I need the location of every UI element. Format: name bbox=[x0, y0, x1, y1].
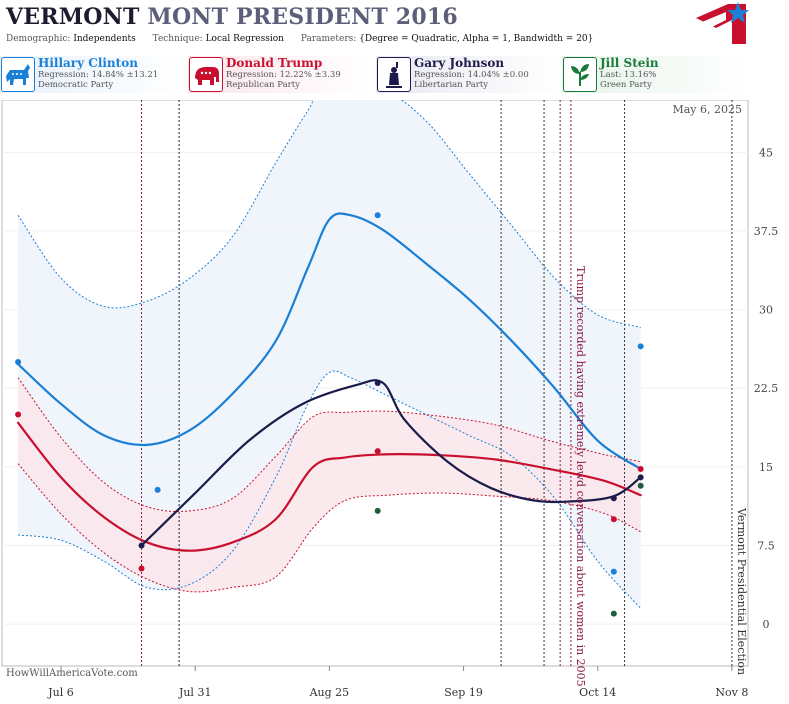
param-key: Demographic: bbox=[6, 34, 71, 44]
event-annotation: Trump recorded having extremely lewd con… bbox=[574, 266, 587, 687]
elephant-icon bbox=[189, 57, 223, 92]
candidate-party: Republican Party bbox=[226, 80, 300, 90]
site-watermark: HowWillAmericaVote.com bbox=[6, 668, 138, 679]
poll-point bbox=[610, 516, 617, 523]
poll-point bbox=[138, 565, 145, 572]
candidate-card-trump: Donald Trump Regression: 12.22% ±3.39 Re… bbox=[188, 56, 374, 93]
poll-point bbox=[610, 495, 617, 502]
poll-point bbox=[637, 343, 644, 350]
poll-point bbox=[610, 610, 617, 617]
candidate-name: Donald Trump bbox=[226, 56, 323, 70]
poll-point bbox=[637, 482, 644, 489]
y-tick-label: 37.5 bbox=[754, 225, 779, 238]
x-tick-label: Jul 6 bbox=[47, 686, 74, 699]
x-tick-label: Aug 25 bbox=[309, 686, 350, 699]
candidate-card-stein: Jill Stein Last: 13.16% Green Party bbox=[562, 56, 748, 93]
plot-area bbox=[2, 100, 748, 666]
param-value: {Degree = Quadratic, Alpha = 1, Bandwidt… bbox=[359, 34, 594, 44]
x-tick-label: Nov 8 bbox=[715, 686, 748, 699]
band-upper-edge bbox=[17, 100, 641, 328]
candidate-party: Libertarian Party bbox=[414, 80, 489, 90]
band-upper-edge bbox=[17, 377, 641, 512]
donkey-icon bbox=[1, 57, 35, 92]
y-tick-label: 0 bbox=[763, 618, 770, 631]
event-annotation: Vermont Presidential Election bbox=[735, 507, 748, 675]
poll-point bbox=[15, 411, 22, 418]
poll-point bbox=[374, 507, 381, 514]
y-tick-label: 30 bbox=[759, 304, 773, 317]
candidate-stat: Regression: 12.22% ±3.39 bbox=[226, 70, 341, 80]
confidence-band bbox=[18, 100, 641, 609]
poll-point bbox=[637, 465, 644, 472]
param-value: Independents bbox=[73, 34, 136, 44]
candidate-card-johnson: Gary Johnson Regression: 14.04% ±0.00 Li… bbox=[376, 56, 562, 93]
x-tick-label: Sep 19 bbox=[444, 686, 483, 699]
page-title: VERMONT MONT PRESIDENT 2016 bbox=[6, 4, 458, 30]
confidence-band bbox=[18, 377, 641, 592]
title-rest: MONT PRESIDENT 2016 bbox=[147, 4, 458, 30]
candidate-stat: Regression: 14.84% ±13.21 bbox=[38, 70, 159, 80]
poll-point bbox=[374, 212, 381, 219]
y-tick-label: 22.5 bbox=[754, 382, 779, 395]
param-key: Technique: bbox=[152, 34, 203, 44]
candidate-name: Hillary Clinton bbox=[38, 56, 138, 70]
band-lower-edge bbox=[18, 370, 642, 609]
poll-point bbox=[154, 486, 161, 493]
poll-point bbox=[610, 568, 617, 575]
y-tick-label: 7.5 bbox=[757, 539, 775, 552]
series-line bbox=[140, 379, 642, 547]
title-state: VERMONT bbox=[6, 4, 140, 30]
param-value: Local Regression bbox=[205, 34, 284, 44]
poll-point bbox=[637, 474, 644, 481]
candidate-stat: Regression: 14.04% ±0.00 bbox=[414, 70, 529, 80]
x-tick-label: Jul 31 bbox=[178, 686, 212, 699]
candidate-party: Democratic Party bbox=[38, 80, 114, 90]
chart-header: VERMONT MONT PRESIDENT 2016 Demographic:… bbox=[0, 0, 789, 100]
statue-of-liberty-icon bbox=[377, 57, 411, 92]
candidate-name: Jill Stein bbox=[600, 56, 659, 70]
poll-point bbox=[138, 542, 145, 549]
candidate-card-clinton: Hillary Clinton Regression: 14.84% ±13.2… bbox=[0, 56, 186, 93]
date-label: May 6, 2025 bbox=[672, 103, 742, 116]
candidate-name: Gary Johnson bbox=[414, 56, 505, 70]
green-leaf-icon bbox=[563, 57, 597, 92]
x-tick-label: Oct 14 bbox=[579, 686, 616, 699]
poll-point bbox=[15, 359, 22, 366]
parameters-line: Demographic: Independents Technique: Loc… bbox=[6, 34, 607, 44]
param-key: Parameters: bbox=[300, 34, 357, 44]
poll-point bbox=[374, 380, 381, 386]
series-line bbox=[17, 212, 642, 471]
y-tick-label: 15 bbox=[759, 461, 773, 474]
site-logo-icon bbox=[696, 2, 749, 44]
candidate-stat: Last: 13.16% bbox=[600, 70, 657, 80]
band-lower-edge bbox=[17, 463, 641, 593]
poll-chart: 0 7.5 15 22.5 30 37.5 45 Jul 6 Jul 31 Aug 25 Sep 1… bbox=[1, 100, 779, 699]
candidate-party: Green Party bbox=[600, 80, 652, 90]
poll-point bbox=[374, 448, 381, 455]
y-tick-label: 45 bbox=[759, 146, 773, 159]
series-line bbox=[17, 421, 642, 552]
candidate-cards: Hillary Clinton Regression: 14.84% ±13.2… bbox=[0, 56, 789, 93]
